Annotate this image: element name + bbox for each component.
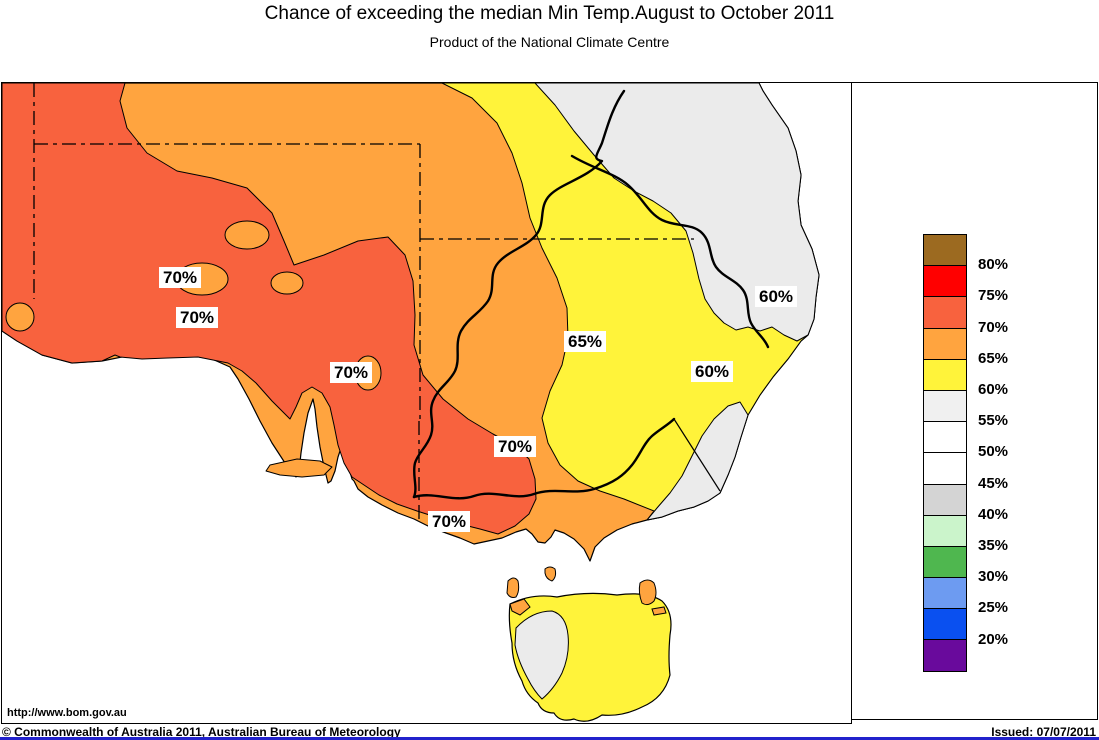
tasmania-grey-southwest <box>514 610 569 700</box>
bottom-rule <box>0 737 1099 740</box>
legend-label: 60% <box>978 381 1009 398</box>
legend-label: 20% <box>978 630 1009 648</box>
legend-swatch-column <box>923 234 967 672</box>
australia-map-svg <box>2 83 851 723</box>
legend-label: 40% <box>978 505 1009 523</box>
legend-swatch <box>923 483 967 516</box>
river-lines <box>412 89 770 500</box>
legend-swatch <box>923 358 967 391</box>
phillip-island <box>544 566 557 582</box>
orange-lobe <box>270 271 304 295</box>
legend-label: 70% <box>978 318 1009 336</box>
source-url: http://www.bom.gov.au <box>7 707 127 719</box>
flinders-island <box>638 579 657 606</box>
legend-label: 80% <box>978 256 1009 274</box>
legend-label-column: 80% 75% 70% 65% 60% 55% 50% 45% 40% 35% 30% 25% 20% <box>978 83 1058 719</box>
legend-swatch <box>923 545 967 579</box>
legend-label: 55% <box>978 412 1009 430</box>
legend-swatch <box>923 389 967 423</box>
legend-swatch <box>923 265 967 298</box>
legend-label: 65% <box>978 349 1009 367</box>
legend-swatch <box>923 514 967 547</box>
copyright-text: © Commonwealth of Australia 2011, Austra… <box>2 725 401 739</box>
map-panel: 70% 70% 70% 65% 60% 60% 70% 70% http://www.bom.… <box>1 82 852 724</box>
orange-lobe <box>224 220 270 250</box>
legend-swatch <box>923 639 967 672</box>
orange-lobe-adelaide <box>354 355 382 391</box>
region-grey-southeast <box>646 401 749 521</box>
legend-label: 75% <box>978 287 1009 305</box>
orange-lobe <box>175 262 229 296</box>
legend-swatch <box>923 452 967 485</box>
legend-label: 45% <box>978 474 1009 492</box>
orange-lobe <box>5 302 35 332</box>
legend-swatch <box>923 608 967 641</box>
river-northeast <box>570 154 770 349</box>
river-murray <box>412 417 676 500</box>
page-subtitle: Product of the National Climate Centre <box>429 34 670 50</box>
river-darling <box>412 89 626 499</box>
region-grey-northeast <box>534 83 820 342</box>
legend-swatch <box>923 234 967 267</box>
state-border-dashed <box>33 83 694 521</box>
flinders-islet <box>651 606 667 616</box>
tasmania-orange-northwest-tip <box>509 598 531 616</box>
legend-panel: 80% 75% 70% 65% 60% 55% 50% 45% 40% 35% 30% 25% 20% <box>851 82 1098 720</box>
king-island <box>506 577 520 598</box>
border-nsw-vic-east <box>673 418 721 492</box>
issued-date: Issued: 07/07/2011 <box>991 725 1096 739</box>
kangaroo-island <box>265 458 333 478</box>
legend-label: 25% <box>978 599 1009 617</box>
legend-label: 30% <box>978 568 1009 586</box>
legend-label: 50% <box>978 443 1009 461</box>
legend-swatch <box>923 296 967 329</box>
page-title: Chance of exceeding the median Min Temp.… <box>264 3 835 24</box>
legend-label: 35% <box>978 537 1009 554</box>
legend-swatch <box>923 327 967 360</box>
legend-swatch <box>923 577 967 610</box>
legend-swatch <box>923 421 967 454</box>
